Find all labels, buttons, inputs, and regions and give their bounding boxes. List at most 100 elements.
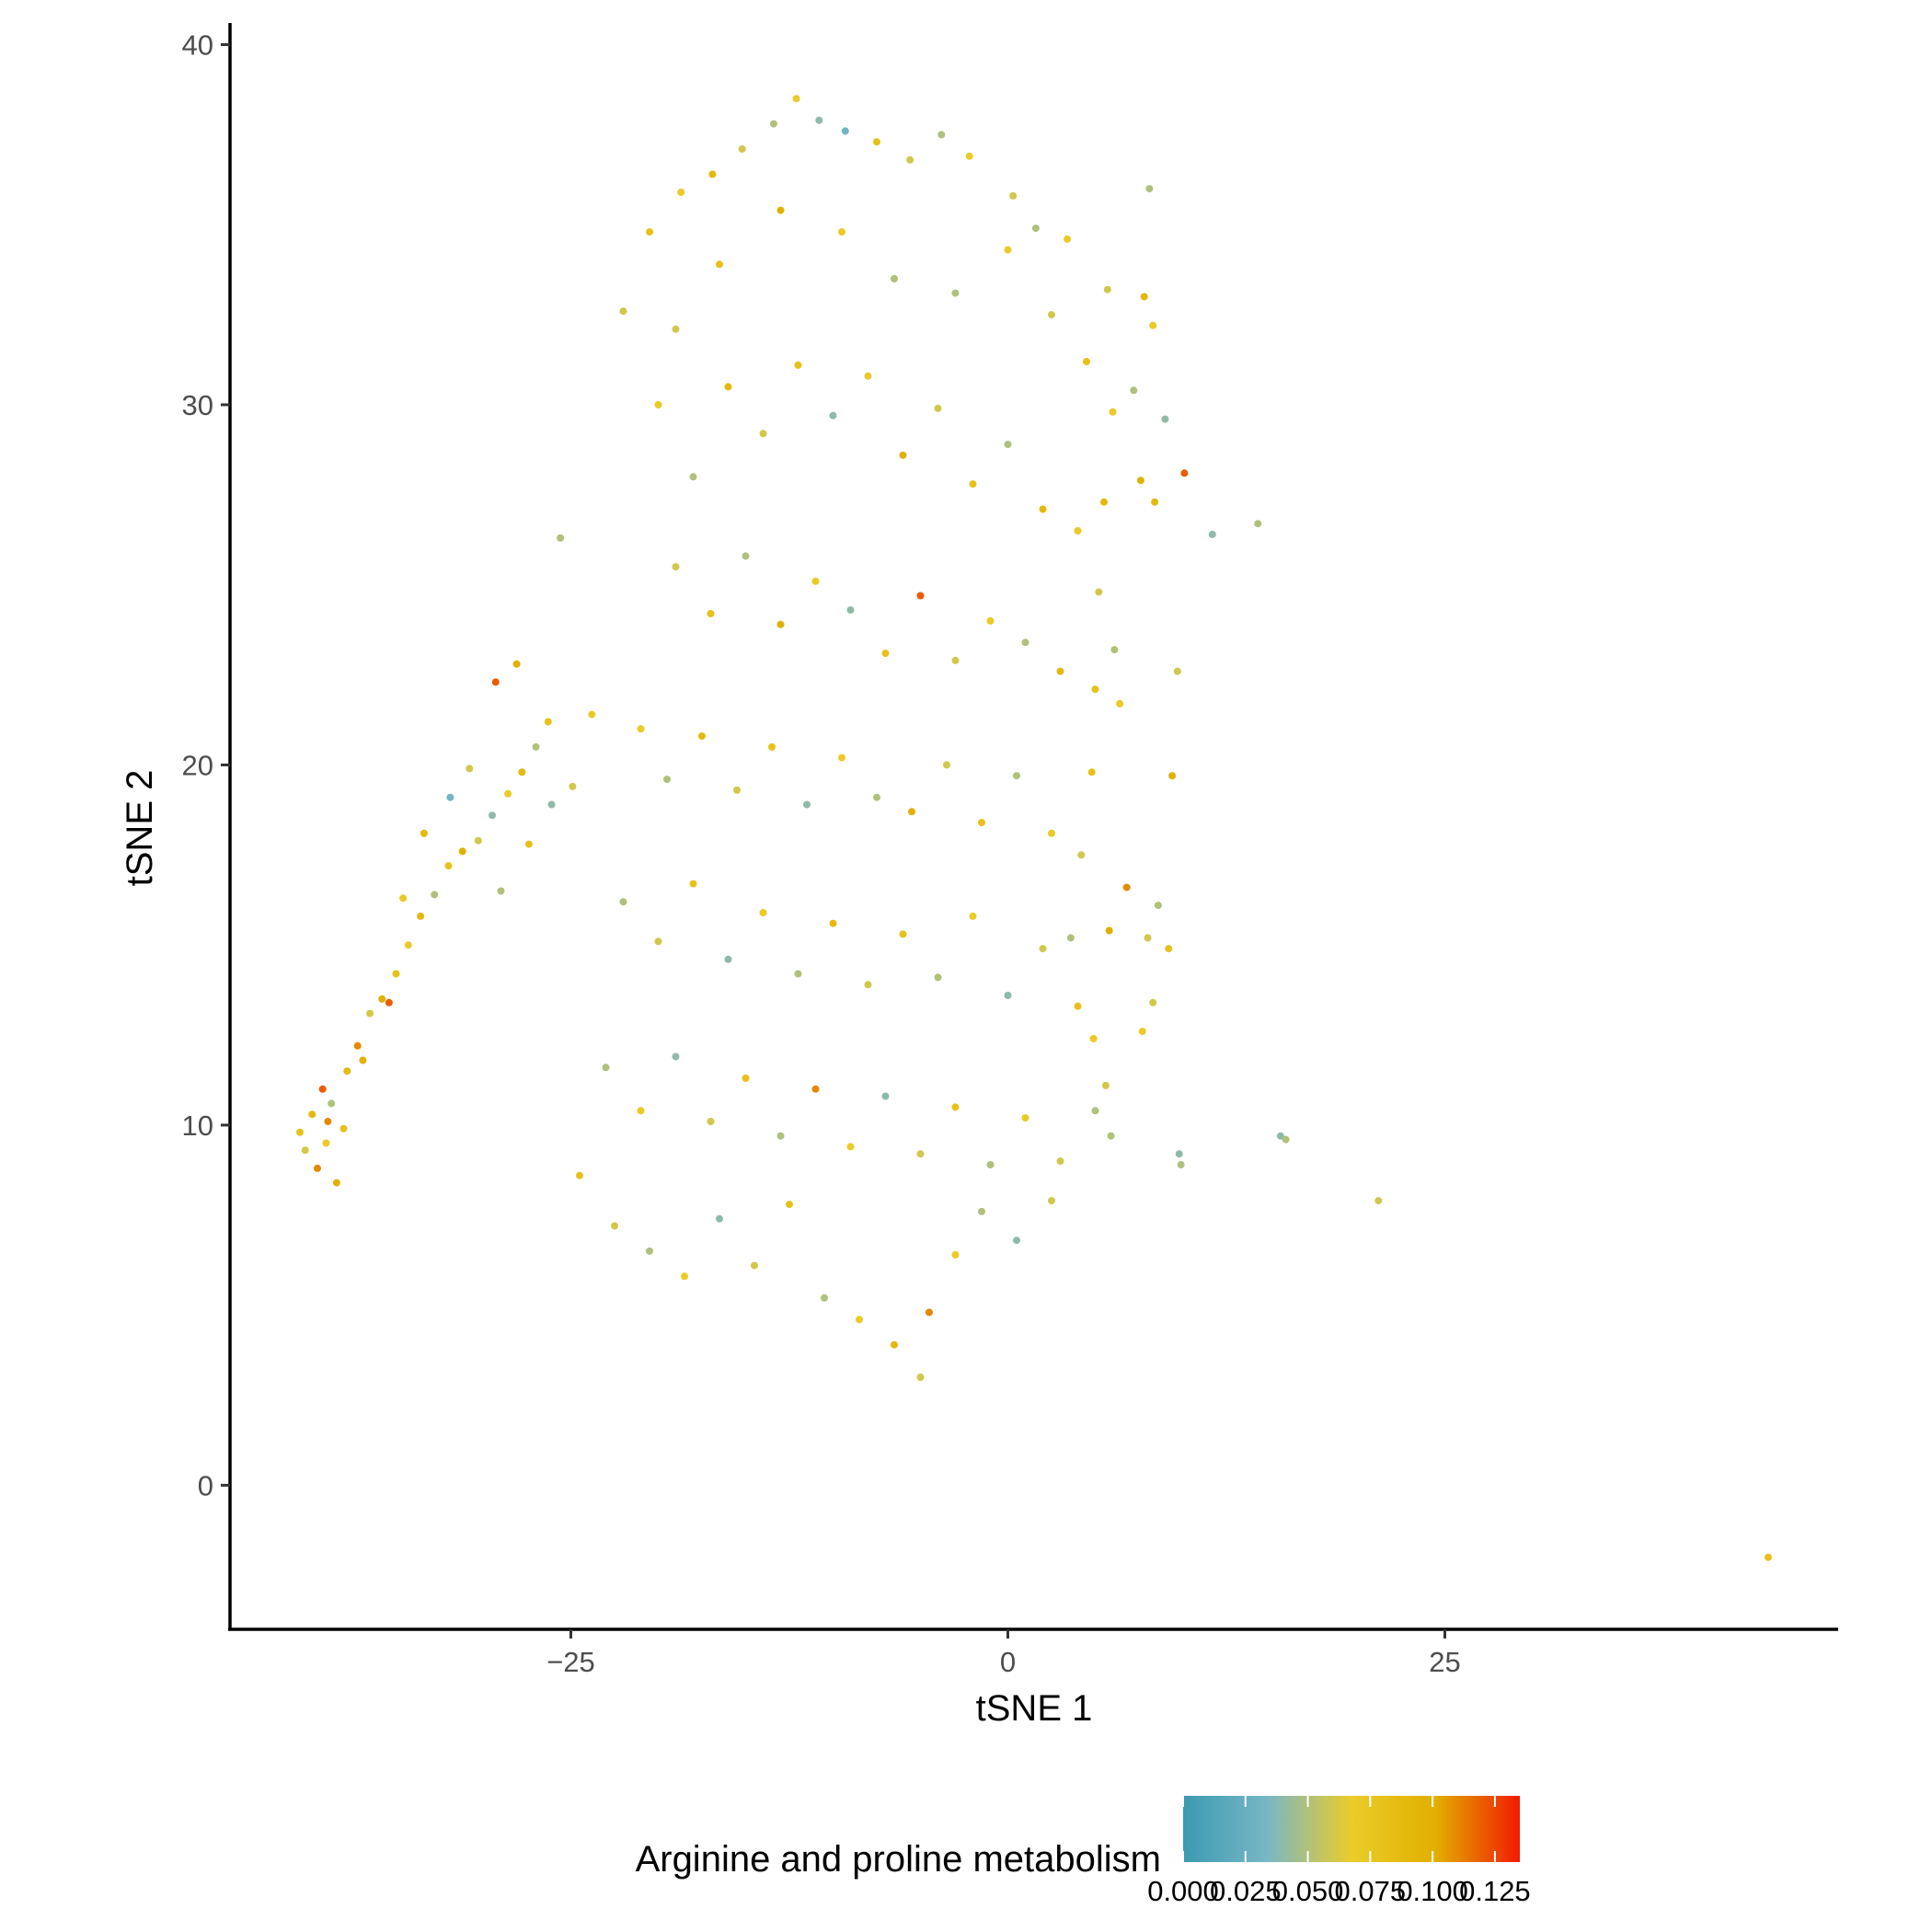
scatter-point-160 — [916, 1374, 925, 1381]
scatter-point-52 — [965, 152, 973, 160]
scatter-point-72 — [1149, 998, 1157, 1006]
scatter-point-95 — [672, 563, 680, 571]
legend-tick-label-1: 0.025 — [1210, 1875, 1282, 1907]
scatter-point-100 — [846, 606, 855, 615]
scatter-point-131 — [969, 912, 977, 920]
scatter-point-176 — [1100, 498, 1108, 506]
scatter-point-22 — [518, 768, 526, 776]
scatter-point-80 — [1374, 1197, 1383, 1205]
scatter-point-26 — [491, 678, 500, 686]
scatter-point-107 — [1091, 685, 1099, 694]
scatter-point-170 — [672, 325, 680, 333]
scatter-point-50 — [906, 155, 914, 164]
scatter-point-12 — [378, 995, 386, 1003]
scatter-point-144 — [916, 1150, 925, 1158]
scatter-point-127 — [829, 919, 837, 927]
scatter-point-10 — [353, 1041, 362, 1050]
scatter-point-17 — [444, 862, 453, 870]
scatter-point-177 — [1095, 588, 1103, 596]
scatter-point-110 — [698, 732, 706, 741]
scatter-point-9 — [343, 1067, 351, 1075]
scatter-point-136 — [637, 1107, 645, 1115]
legend-tick-label-0: 0.000 — [1147, 1875, 1219, 1907]
scatter-point-126 — [794, 970, 802, 978]
scatter-point-132 — [1004, 992, 1012, 999]
scatter-point-78 — [1276, 1132, 1284, 1140]
scatter-point-6 — [332, 1179, 340, 1187]
scatter-point-102 — [916, 592, 925, 600]
scatter-point-7 — [339, 1124, 348, 1133]
scatter-point-84 — [724, 383, 732, 391]
y-axis-title: tSNE 2 — [120, 770, 160, 887]
scatter-point-65 — [1208, 530, 1216, 538]
scatter-point-181 — [1077, 851, 1086, 859]
scatter-point-163 — [978, 1207, 985, 1215]
scatter-point-92 — [1004, 441, 1012, 448]
scatter-point-32 — [359, 1056, 367, 1064]
scatter-point-79 — [1282, 1135, 1290, 1144]
scatter-point-114 — [838, 753, 845, 762]
scatter-point-178 — [1110, 646, 1119, 654]
scatter-point-74 — [1122, 883, 1131, 891]
scatter-point-1 — [301, 1146, 309, 1155]
scatter-point-37 — [569, 782, 577, 790]
legend-tick-label-4: 0.100 — [1397, 1875, 1468, 1907]
scatter-points — [296, 95, 1772, 1561]
scatter-point-104 — [986, 616, 995, 625]
scatter-point-168 — [776, 206, 785, 214]
scatter-point-67 — [1173, 667, 1181, 675]
scatter-point-91 — [969, 480, 977, 489]
x-tick-label-0: −25 — [546, 1646, 595, 1678]
scatter-point-137 — [672, 1052, 680, 1061]
y-axis-ticks: 0 10 20 30 40 — [182, 29, 230, 1501]
scatter-point-70 — [1154, 902, 1162, 910]
scatter-point-30 — [399, 894, 408, 903]
legend-title: Arginine and proline metabolism — [636, 1839, 1161, 1880]
scatter-point-157 — [821, 1294, 828, 1302]
scatter-point-88 — [864, 372, 872, 380]
scatter-point-153 — [681, 1272, 688, 1281]
scatter-point-81 — [1765, 1553, 1772, 1561]
scatter-point-179 — [1116, 699, 1124, 707]
scatter-point-42 — [677, 189, 685, 196]
scatter-point-76 — [1175, 1150, 1183, 1158]
scatter-point-159 — [891, 1340, 898, 1349]
scatter-point-18 — [458, 847, 466, 856]
scatter-point-108 — [637, 725, 645, 733]
scatter-point-83 — [689, 473, 697, 481]
scatter-point-121 — [619, 898, 627, 906]
scatter-point-29 — [420, 829, 428, 837]
scatter-point-41 — [646, 228, 653, 236]
scatter-point-8 — [318, 1085, 327, 1093]
scatter-point-60 — [1130, 386, 1138, 395]
x-axis-title: tSNE 1 — [976, 1688, 1093, 1729]
scatter-point-143 — [881, 1092, 890, 1100]
legend-tick-label-5: 0.125 — [1459, 1875, 1531, 1907]
scatter-point-73 — [1138, 1028, 1146, 1036]
scatter-point-106 — [1056, 667, 1064, 675]
scatter-point-151 — [611, 1222, 618, 1230]
scatter-point-19 — [474, 836, 482, 845]
scatter-point-162 — [951, 1250, 960, 1259]
scatter-point-54 — [1031, 224, 1040, 233]
x-tick-label-2: 25 — [1429, 1646, 1460, 1678]
scatter-point-69 — [1144, 934, 1152, 942]
scatter-point-89 — [899, 451, 907, 459]
scatter-point-13 — [392, 970, 400, 978]
scatter-point-154 — [716, 1214, 723, 1223]
scatter-point-87 — [829, 411, 837, 420]
scatter-point-36 — [547, 800, 556, 809]
scatter-point-11 — [366, 1009, 374, 1018]
scatter-point-90 — [934, 404, 942, 412]
scatter-point-139 — [742, 1075, 750, 1082]
scatter-point-63 — [1151, 498, 1159, 506]
x-tick-label-1: 0 — [1000, 1646, 1016, 1678]
scatter-point-59 — [1145, 185, 1154, 193]
scatter-point-149 — [1091, 1107, 1099, 1115]
scatter-point-49 — [873, 138, 880, 146]
scatter-point-115 — [873, 793, 880, 801]
scatter-point-150 — [576, 1171, 583, 1179]
legend-tick-label-2: 0.050 — [1272, 1875, 1344, 1907]
scatter-point-14 — [404, 941, 412, 949]
scatter-point-103 — [951, 656, 960, 664]
